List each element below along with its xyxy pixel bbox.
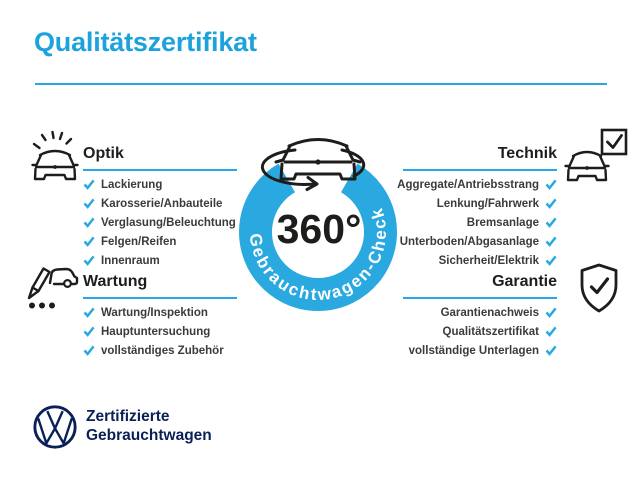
checklist-item-label: Qualitätszertifikat: [442, 325, 540, 338]
section-title-wartung: Wartung: [83, 273, 148, 290]
checklist-item: Verglasung/Beleuchtung: [83, 213, 236, 232]
degree-label: 360°: [277, 206, 362, 252]
check-icon: [545, 345, 557, 356]
garantie-list: Garantienachweis Qualitätszertifikat vol…: [383, 303, 557, 360]
check-icon: [83, 179, 95, 190]
optik-list: Lackierung Karosserie/Anbauteile Verglas…: [83, 175, 236, 270]
checklist-item: Wartung/Inspektion: [83, 303, 224, 322]
wartung-list: Wartung/Inspektion Hauptuntersuchung vol…: [83, 303, 224, 360]
checklist-item: Garantienachweis: [383, 303, 557, 322]
check-icon: [83, 307, 95, 318]
checklist-item-label: Aggregate/Antriebsstrang: [397, 178, 539, 191]
checklist-item-label: Hauptuntersuchung: [101, 325, 211, 338]
section-rule-garantie: [403, 297, 557, 299]
checklist-item: Qualitätszertifikat: [383, 322, 557, 341]
checklist-item: Karosserie/Anbauteile: [83, 194, 236, 213]
footer-brand-line2: Gebrauchtwagen: [86, 427, 212, 444]
section-title-optik: Optik: [83, 145, 124, 162]
checklist-item-label: Wartung/Inspektion: [101, 306, 208, 319]
check-icon: [83, 198, 95, 209]
checklist-item-label: Lackierung: [101, 178, 163, 191]
checklist-item-label: Unterboden/Abgasanlage: [399, 235, 539, 248]
checklist-item: Aggregate/Antriebsstrang: [383, 175, 557, 194]
pencil-car-checklist-icon: [27, 267, 79, 309]
ring-shape: [239, 163, 397, 312]
checklist-item: Hauptuntersuchung: [83, 322, 224, 341]
check-icon: [545, 326, 557, 337]
section-rule-optik: [83, 169, 237, 171]
car-checkbox-icon: [564, 128, 628, 182]
check-icon: [545, 307, 557, 318]
checklist-item-label: Karosserie/Anbauteile: [101, 197, 223, 210]
section-rule-wartung: [83, 297, 237, 299]
check-icon: [545, 179, 557, 190]
car-shine-icon: [31, 130, 79, 181]
page-title: Qualitätszertifikat: [34, 27, 257, 57]
title-divider: [35, 83, 607, 85]
vw-logo: [33, 405, 77, 449]
checklist-item: Bremsanlage: [383, 213, 557, 232]
checklist-item-label: vollständiges Zubehör: [101, 344, 224, 357]
check-icon: [83, 326, 95, 337]
checklist-item-label: Felgen/Reifen: [101, 235, 177, 248]
360-check-ring: Gebrauchtwagen-Check 360°: [239, 138, 397, 312]
checklist-item: Unterboden/Abgasanlage: [383, 232, 557, 251]
checklist-item-label: Verglasung/Beleuchtung: [101, 216, 236, 229]
checklist-item: Lackierung: [83, 175, 236, 194]
check-icon: [545, 198, 557, 209]
checklist-item-label: Lenkung/Fahrwerk: [436, 197, 539, 210]
checklist-item-label: Sicherheit/Elektrik: [438, 254, 539, 267]
checklist-item-label: Bremsanlage: [466, 216, 539, 229]
checklist-item: Innenraum: [83, 251, 236, 270]
checklist-item: Sicherheit/Elektrik: [383, 251, 557, 270]
check-icon: [83, 236, 95, 247]
section-rule-technik: [403, 169, 557, 171]
footer-brand-text: Zertifizierte Gebrauchtwagen: [86, 407, 212, 445]
footer-brand-line1: Zertifizierte: [86, 408, 170, 425]
section-title-garantie: Garantie: [492, 273, 557, 290]
check-icon: [545, 217, 557, 228]
shield-check-icon: [580, 263, 618, 313]
check-icon: [83, 255, 95, 266]
car-front-rotation-icon: [260, 138, 366, 191]
checklist-item: Felgen/Reifen: [83, 232, 236, 251]
checklist-item: vollständige Unterlagen: [383, 341, 557, 360]
check-icon: [545, 236, 557, 247]
check-icon: [545, 255, 557, 266]
checklist-item-label: Innenraum: [101, 254, 160, 267]
checklist-item-label: vollständige Unterlagen: [408, 344, 539, 357]
check-icon: [83, 217, 95, 228]
section-title-technik: Technik: [497, 145, 557, 162]
checklist-item-label: Garantienachweis: [440, 306, 539, 319]
checklist-item: Lenkung/Fahrwerk: [383, 194, 557, 213]
check-icon: [83, 345, 95, 356]
technik-list: Aggregate/Antriebsstrang Lenkung/Fahrwer…: [383, 175, 557, 270]
checklist-item: vollständiges Zubehör: [83, 341, 224, 360]
